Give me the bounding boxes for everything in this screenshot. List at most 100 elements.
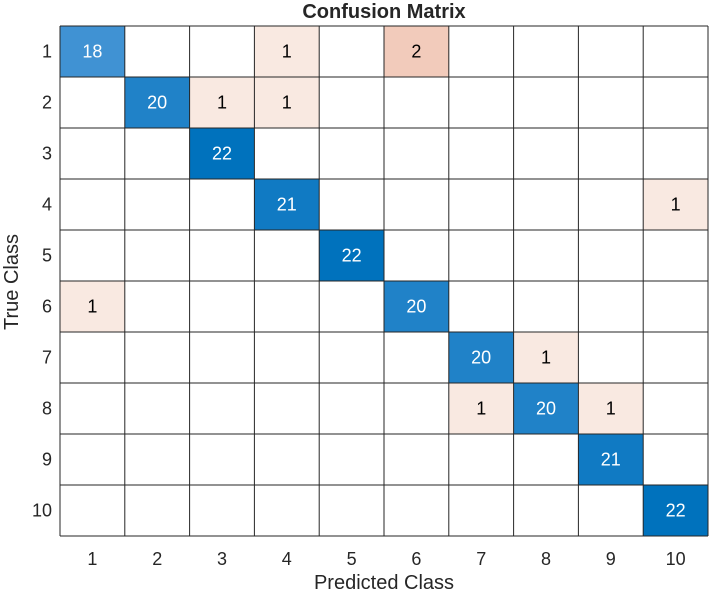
cell-r8-c4 (254, 383, 320, 434)
cell-r1-c7 (448, 26, 514, 77)
cell-r5-c2 (124, 230, 190, 281)
cell-r7-c4 (254, 332, 320, 383)
cell-r8-c6 (384, 383, 449, 434)
cell-r9-c8 (513, 434, 579, 485)
cell-r1-c4 (254, 26, 320, 77)
cell-value-r6-c1: 1 (87, 297, 97, 317)
cell-r3-c5 (319, 128, 384, 179)
cell-r8-c3 (189, 383, 255, 434)
x-tick-label: 1 (87, 549, 97, 569)
cell-r6-c5 (319, 281, 384, 332)
cell-r2-c2 (124, 77, 190, 128)
cell-r3-c10 (643, 128, 708, 179)
cell-r5-c8 (513, 230, 579, 281)
cell-r7-c5 (319, 332, 384, 383)
y-tick-label: 1 (42, 42, 52, 62)
cell-r10-c6 (384, 485, 449, 536)
cell-r2-c7 (448, 77, 514, 128)
y-tick-labels: 1 2 3 4 5 6 7 8 9 10 (32, 42, 52, 521)
cell-r10-c3 (189, 485, 255, 536)
cell-r7-c7 (448, 332, 514, 383)
cell-value-r1-c4: 1 (282, 42, 292, 62)
cell-value-r2-c2: 20 (147, 93, 167, 113)
cell-r7-c2 (124, 332, 190, 383)
cell-value-r3-c3: 22 (212, 144, 232, 164)
cell-r4-c6 (384, 179, 449, 230)
cell-r7-c8 (513, 332, 579, 383)
cell-r2-c3 (189, 77, 255, 128)
y-tick-label: 4 (42, 195, 52, 215)
cell-r8-c2 (124, 383, 190, 434)
cell-r5-c6 (384, 230, 449, 281)
cell-r8-c7 (448, 383, 514, 434)
cell-r1-c2 (124, 26, 190, 77)
cell-r5-c3 (189, 230, 255, 281)
x-tick-label: 4 (282, 549, 292, 569)
cell-r8-c10 (643, 383, 708, 434)
cell-r6-c8 (513, 281, 579, 332)
cell-value-r7-c7: 20 (471, 348, 491, 368)
cell-r9-c6 (384, 434, 449, 485)
cell-value-r2-c3: 1 (217, 93, 227, 113)
cell-r4-c2 (124, 179, 190, 230)
cell-value-r7-c8: 1 (541, 348, 551, 368)
cell-r6-c10 (643, 281, 708, 332)
cell-value-r1-c1: 18 (82, 42, 102, 62)
cell-r10-c9 (578, 485, 644, 536)
y-tick-label: 10 (32, 501, 52, 521)
cell-value-r4-c10: 1 (671, 195, 681, 215)
cell-r1-c8 (513, 26, 579, 77)
y-tick-label: 2 (42, 93, 52, 113)
cell-r3-c3 (189, 128, 255, 179)
x-tick-label: 3 (217, 549, 227, 569)
y-tick-label: 9 (42, 450, 52, 470)
cell-r1-c3 (189, 26, 255, 77)
cell-r10-c10 (643, 485, 708, 536)
cell-r6-c6 (384, 281, 449, 332)
x-tick-label: 2 (152, 549, 162, 569)
cell-r1-c6 (384, 26, 449, 77)
cell-value-r6-c6: 20 (406, 297, 426, 317)
cell-r9-c5 (319, 434, 384, 485)
cell-value-r1-c6: 2 (411, 42, 421, 62)
y-tick-label: 6 (42, 297, 52, 317)
cell-r6-c7 (448, 281, 514, 332)
cell-r7-c10 (643, 332, 708, 383)
cell-r8-c1 (60, 383, 125, 434)
cell-r8-c5 (319, 383, 384, 434)
cell-r4-c7 (448, 179, 514, 230)
cell-r5-c7 (448, 230, 514, 281)
cell-r3-c7 (448, 128, 514, 179)
cell-r9-c7 (448, 434, 514, 485)
cell-r5-c1 (60, 230, 125, 281)
y-tick-label: 5 (42, 246, 52, 266)
cell-r2-c4 (254, 77, 320, 128)
cell-r10-c1 (60, 485, 125, 536)
cell-r3-c9 (578, 128, 644, 179)
cell-r5-c10 (643, 230, 708, 281)
cell-r10-c2 (124, 485, 190, 536)
cell-r4-c1 (60, 179, 125, 230)
x-tick-label: 5 (347, 549, 357, 569)
cell-r10-c8 (513, 485, 579, 536)
cell-r3-c2 (124, 128, 190, 179)
cell-r9-c9 (578, 434, 644, 485)
cell-value-r10-c10: 22 (666, 501, 686, 521)
y-tick-label: 3 (42, 144, 52, 164)
cell-r9-c10 (643, 434, 708, 485)
cell-value-r5-c5: 22 (342, 246, 362, 266)
cell-r2-c10 (643, 77, 708, 128)
cell-r5-c4 (254, 230, 320, 281)
cell-r6-c9 (578, 281, 644, 332)
cell-r10-c5 (319, 485, 384, 536)
cell-value-r9-c9: 21 (601, 450, 621, 470)
cell-r5-c5 (319, 230, 384, 281)
matrix-cells: 18 1 2 20 1 1 22 21 1 22 1 20 20 1 1 20 1 21 22 (60, 26, 708, 536)
cell-r2-c6 (384, 77, 449, 128)
cell-r9-c4 (254, 434, 320, 485)
cell-r4-c10 (643, 179, 708, 230)
x-axis-label: Predicted Class (314, 572, 454, 592)
cell-r7-c9 (578, 332, 644, 383)
cell-r4-c4 (254, 179, 320, 230)
